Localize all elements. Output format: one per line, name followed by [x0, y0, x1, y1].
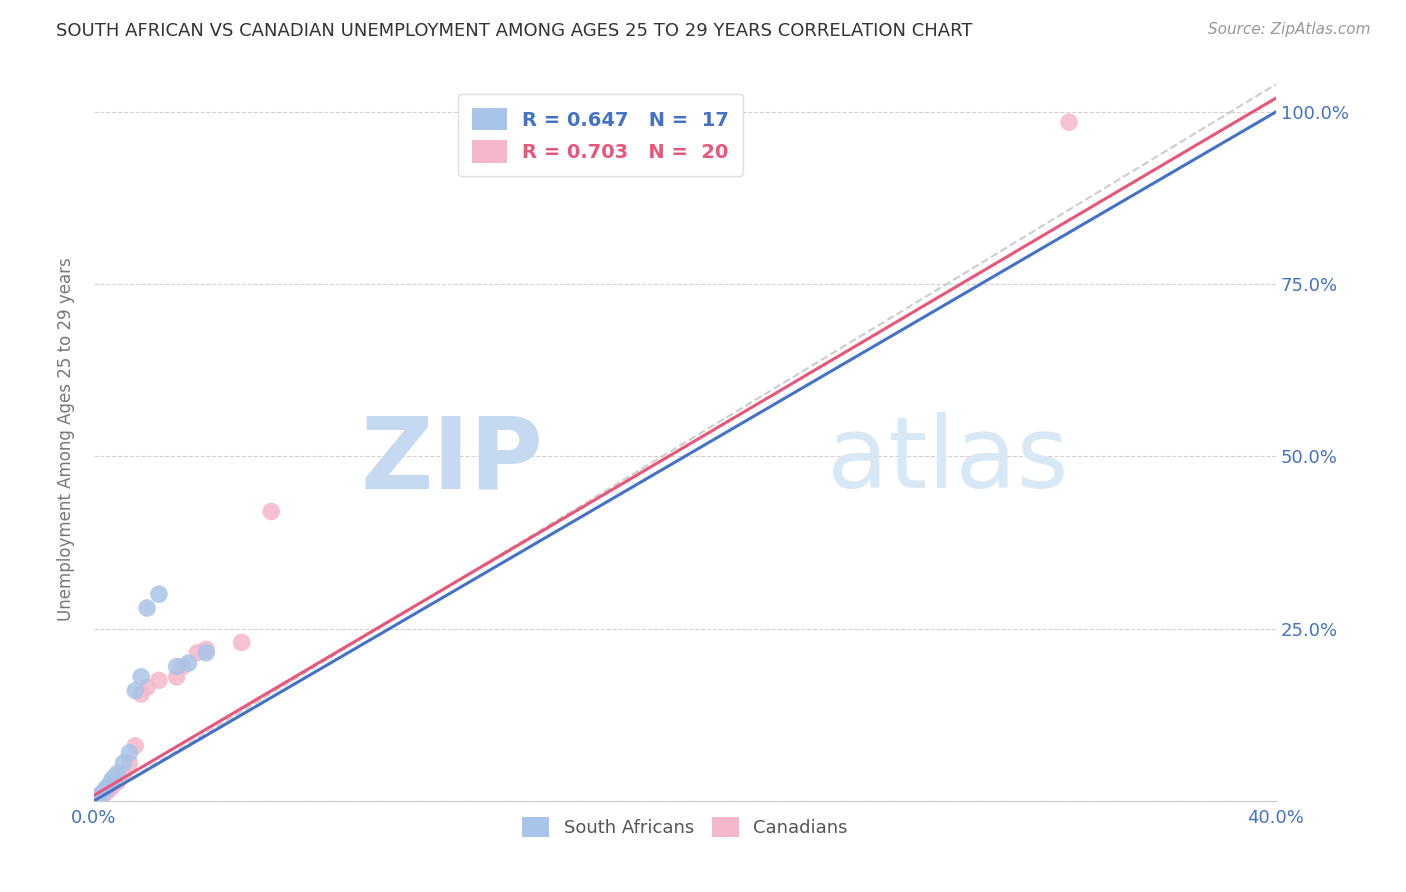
Point	[86, 792, 108, 806]
Text: SOUTH AFRICAN VS CANADIAN UNEMPLOYMENT AMONG AGES 25 TO 29 YEARS CORRELATION CHA: SOUTH AFRICAN VS CANADIAN UNEMPLOYMENT A…	[56, 22, 973, 40]
Point	[91, 789, 114, 803]
Text: atlas: atlas	[827, 412, 1069, 509]
Point	[124, 739, 146, 753]
Text: Source: ZipAtlas.com: Source: ZipAtlas.com	[1208, 22, 1371, 37]
Point	[124, 683, 146, 698]
Point	[1057, 115, 1080, 129]
Point	[136, 680, 159, 694]
Point	[129, 687, 152, 701]
Point	[177, 656, 200, 670]
Point	[91, 786, 114, 800]
Point	[118, 756, 141, 770]
Point	[195, 642, 218, 657]
Text: ZIP: ZIP	[360, 412, 543, 509]
Point	[104, 770, 127, 784]
Point	[86, 790, 108, 805]
Point	[166, 659, 188, 673]
Point	[129, 670, 152, 684]
Point	[97, 783, 120, 797]
Point	[94, 786, 117, 800]
Point	[195, 646, 218, 660]
Point	[104, 777, 127, 791]
Point	[166, 670, 188, 684]
Point	[89, 789, 111, 803]
Point	[107, 774, 129, 789]
Point	[172, 659, 194, 673]
Point	[186, 646, 208, 660]
Y-axis label: Unemployment Among Ages 25 to 29 years: Unemployment Among Ages 25 to 29 years	[58, 257, 75, 621]
Point	[112, 756, 135, 770]
Point	[94, 781, 117, 796]
Point	[231, 635, 253, 649]
Legend: South Africans, Canadians: South Africans, Canadians	[515, 810, 855, 844]
Point	[148, 587, 170, 601]
Point	[97, 779, 120, 793]
Point	[112, 766, 135, 780]
Point	[148, 673, 170, 688]
Point	[260, 504, 283, 518]
Point	[136, 601, 159, 615]
Point	[100, 773, 122, 788]
Point	[118, 746, 141, 760]
Point	[107, 766, 129, 780]
Point	[100, 780, 122, 794]
